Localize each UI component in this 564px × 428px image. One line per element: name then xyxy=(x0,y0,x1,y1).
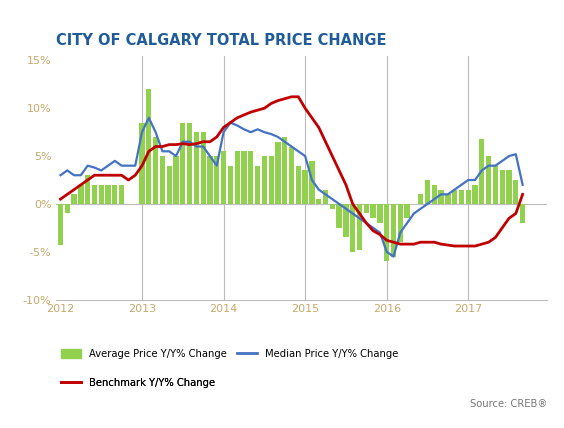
Bar xyxy=(99,185,104,204)
Bar xyxy=(58,204,63,245)
Bar xyxy=(160,156,165,204)
Bar xyxy=(466,190,471,204)
Bar xyxy=(343,204,349,238)
Bar xyxy=(214,156,219,204)
Bar xyxy=(350,204,355,252)
Bar xyxy=(493,166,498,204)
Bar xyxy=(255,166,260,204)
Bar xyxy=(221,152,226,204)
Bar xyxy=(194,132,199,204)
Bar xyxy=(473,185,478,204)
Bar xyxy=(391,204,396,256)
Bar xyxy=(316,199,321,204)
Bar xyxy=(289,146,294,204)
Bar xyxy=(187,122,192,204)
Bar xyxy=(404,204,409,218)
Bar xyxy=(201,132,206,204)
Bar xyxy=(371,204,376,218)
Bar xyxy=(302,170,308,204)
Bar xyxy=(92,185,97,204)
Bar xyxy=(78,185,83,204)
Bar xyxy=(235,152,240,204)
Bar xyxy=(513,180,518,204)
Bar xyxy=(323,190,328,204)
Bar xyxy=(139,122,145,204)
Bar xyxy=(438,190,444,204)
Bar xyxy=(180,122,186,204)
Bar xyxy=(459,190,464,204)
Bar xyxy=(119,185,124,204)
Bar xyxy=(337,204,342,228)
Bar xyxy=(153,137,158,204)
Bar xyxy=(431,185,437,204)
Bar xyxy=(418,194,424,204)
Bar xyxy=(85,175,90,204)
Bar xyxy=(146,89,152,204)
Bar xyxy=(275,142,281,204)
Text: Source: CREB®: Source: CREB® xyxy=(470,399,547,409)
Bar xyxy=(173,156,179,204)
Bar xyxy=(384,204,389,262)
Bar xyxy=(208,156,213,204)
Bar xyxy=(500,170,505,204)
Legend: Benchmark Y/Y% Change: Benchmark Y/Y% Change xyxy=(61,378,215,388)
Bar xyxy=(506,170,512,204)
Bar xyxy=(282,137,288,204)
Bar xyxy=(241,152,246,204)
Bar xyxy=(309,161,315,204)
Bar xyxy=(357,204,362,250)
Bar xyxy=(296,166,301,204)
Bar xyxy=(262,156,267,204)
Bar xyxy=(377,204,382,223)
Bar xyxy=(520,204,525,223)
Bar xyxy=(65,204,70,214)
Bar xyxy=(486,156,491,204)
Text: CITY OF CALGARY TOTAL PRICE CHANGE: CITY OF CALGARY TOTAL PRICE CHANGE xyxy=(56,33,387,48)
Bar xyxy=(398,204,403,242)
Bar xyxy=(479,139,484,204)
Bar xyxy=(425,180,430,204)
Bar xyxy=(268,156,274,204)
Bar xyxy=(364,204,369,214)
Bar xyxy=(166,166,172,204)
Bar xyxy=(72,194,77,204)
Bar xyxy=(228,166,233,204)
Bar xyxy=(112,185,117,204)
Bar xyxy=(105,185,111,204)
Bar xyxy=(445,194,451,204)
Bar xyxy=(248,152,253,204)
Bar xyxy=(452,190,457,204)
Bar xyxy=(330,204,335,209)
